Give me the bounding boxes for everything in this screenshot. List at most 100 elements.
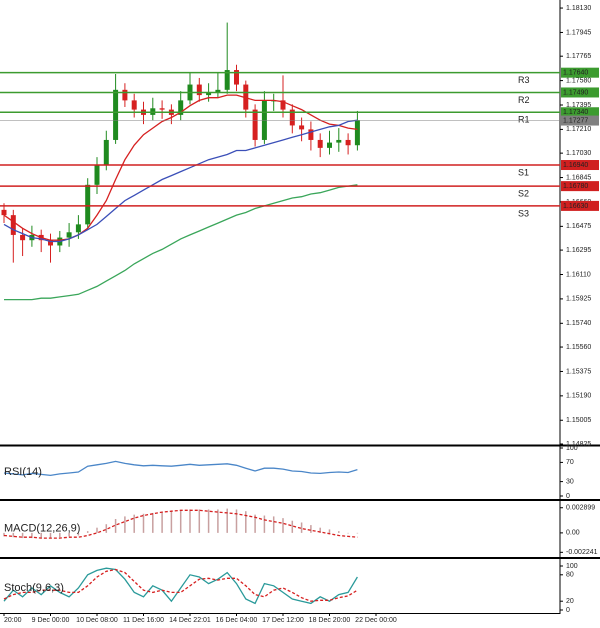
y-tick-label: 1.18130 bbox=[566, 5, 591, 12]
y-tick-label: 1.15190 bbox=[566, 393, 591, 400]
x-tick-label: 9 Dec 00:00 bbox=[32, 617, 70, 624]
y-tick-label: 1.16845 bbox=[566, 174, 591, 181]
x-tick-label: 11 Dec 16:00 bbox=[123, 617, 164, 624]
indicator-title: MACD(12,26,9) bbox=[4, 522, 80, 534]
current-price-box bbox=[561, 115, 599, 126]
candle-body bbox=[103, 139, 109, 166]
histogram-bar bbox=[31, 532, 33, 539]
y-tick-label: 1.17030 bbox=[566, 150, 591, 157]
y-tick-label: 1.16295 bbox=[566, 247, 591, 254]
histogram-bar bbox=[356, 532, 359, 534]
level-box bbox=[561, 107, 599, 118]
level-label: 1.17490 bbox=[563, 89, 588, 96]
y-tick-label: 1.14825 bbox=[566, 441, 591, 448]
level-label: 1.16780 bbox=[563, 183, 588, 190]
histogram-bar bbox=[254, 514, 256, 533]
indicator-line bbox=[3, 567, 358, 605]
y-tick-label: 1.17765 bbox=[566, 53, 591, 60]
histogram-bar bbox=[170, 511, 173, 533]
histogram-bar bbox=[347, 532, 349, 534]
histogram-bar bbox=[49, 532, 52, 539]
y-tick-label: 80 bbox=[566, 572, 574, 579]
histogram-bar bbox=[3, 532, 5, 537]
candle-body bbox=[122, 89, 128, 101]
candle-body bbox=[178, 100, 184, 115]
x-tick-label: 10 Dec 08:00 bbox=[76, 617, 118, 624]
x-tick-label: 20:00 bbox=[4, 617, 22, 624]
histogram-bar bbox=[245, 511, 247, 533]
y-tick-label: 1.17210 bbox=[566, 126, 591, 133]
candle-body bbox=[299, 125, 305, 130]
y-tick-label: 0 bbox=[566, 493, 570, 500]
indicator-line bbox=[3, 568, 358, 602]
candle-body bbox=[85, 184, 91, 225]
histogram-bar bbox=[152, 512, 154, 533]
x-tick-label: 16 Dec 04:00 bbox=[216, 617, 258, 624]
x-tick-label: 14 Dec 22:01 bbox=[169, 617, 211, 624]
y-tick-label: 0.002899 bbox=[566, 505, 595, 512]
candle-body bbox=[48, 240, 53, 246]
level-label: 1.17340 bbox=[563, 109, 588, 116]
histogram-bar bbox=[189, 509, 191, 533]
histogram-bar bbox=[59, 532, 61, 538]
level-name: R2 bbox=[518, 95, 530, 105]
candle-body bbox=[280, 100, 286, 110]
level-box bbox=[561, 67, 599, 78]
histogram-bar bbox=[328, 529, 331, 533]
moving-average bbox=[4, 184, 358, 301]
level-name: S1 bbox=[518, 167, 529, 177]
y-tick-label: -0.002241 bbox=[566, 549, 598, 556]
candle-body bbox=[345, 139, 351, 146]
candle-body bbox=[131, 100, 137, 110]
candle-body bbox=[159, 108, 165, 110]
histogram-bar bbox=[179, 510, 182, 533]
y-tick-label: 1.15005 bbox=[566, 417, 591, 424]
level-label: 1.16630 bbox=[563, 203, 588, 210]
indicator-line bbox=[3, 460, 358, 477]
candle-body bbox=[289, 109, 295, 126]
candle-body bbox=[94, 165, 100, 185]
level-box bbox=[561, 87, 599, 98]
candle-body bbox=[308, 129, 314, 140]
y-tick-label: 30 bbox=[566, 478, 574, 485]
y-tick-label: 100 bbox=[566, 445, 578, 452]
y-tick-label: 1.15375 bbox=[566, 368, 591, 375]
x-tick-label: 17 Dec 12:00 bbox=[262, 617, 304, 624]
y-tick-label: 1.17945 bbox=[566, 29, 591, 36]
level-name: S2 bbox=[518, 188, 529, 198]
histogram-bar bbox=[40, 532, 42, 539]
level-box bbox=[561, 160, 599, 171]
histogram-bar bbox=[124, 516, 126, 533]
y-tick-label: 100 bbox=[566, 563, 578, 570]
level-label: 1.17640 bbox=[563, 70, 588, 77]
candle-body bbox=[336, 139, 342, 143]
histogram-bar bbox=[12, 532, 15, 538]
candle-body bbox=[327, 142, 332, 148]
candle-body bbox=[224, 70, 230, 90]
histogram-bar bbox=[96, 527, 98, 533]
current-price-label: 1.17277 bbox=[563, 117, 588, 124]
histogram-bar bbox=[291, 520, 294, 533]
candle-body bbox=[354, 120, 360, 146]
histogram-bar bbox=[300, 522, 303, 533]
candle-body bbox=[261, 100, 267, 140]
candle-body bbox=[1, 209, 7, 216]
candle-body bbox=[75, 224, 81, 233]
level-name: R1 bbox=[518, 115, 530, 125]
candle-body bbox=[252, 109, 258, 140]
histogram-bar bbox=[207, 509, 210, 533]
y-tick-label: 1.15740 bbox=[566, 320, 591, 327]
indicator-title: RSI(14) bbox=[4, 466, 42, 478]
histogram-bar bbox=[142, 513, 145, 533]
signal-line bbox=[3, 509, 358, 539]
histogram-bar bbox=[338, 531, 340, 533]
candle-body bbox=[20, 234, 26, 241]
y-tick-label: 1.16110 bbox=[566, 271, 591, 278]
histogram-bar bbox=[235, 509, 238, 533]
level-name: S3 bbox=[518, 208, 529, 218]
y-tick-label: 0 bbox=[566, 607, 570, 614]
level-box bbox=[561, 181, 599, 192]
candle-body bbox=[206, 92, 212, 96]
level-name: R3 bbox=[518, 75, 530, 85]
